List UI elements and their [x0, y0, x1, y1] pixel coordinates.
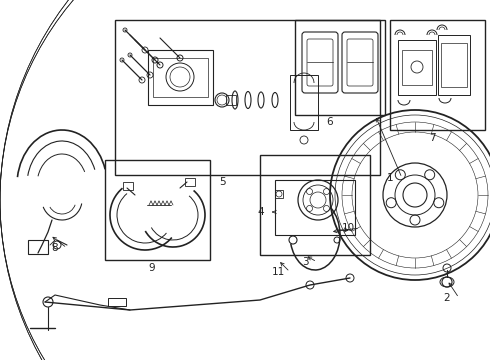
Bar — [115, 20, 380, 175]
Bar — [153, 58, 208, 97]
Text: 11: 11 — [271, 267, 285, 277]
Bar — [438, 35, 470, 95]
Text: 5: 5 — [219, 177, 225, 187]
Text: 9: 9 — [148, 263, 155, 273]
Bar — [441, 43, 467, 87]
Bar — [295, 20, 385, 115]
Bar — [290, 75, 318, 130]
Bar — [275, 190, 283, 198]
Text: 4: 4 — [258, 207, 264, 217]
Text: 3: 3 — [302, 257, 308, 267]
Text: 1: 1 — [387, 173, 393, 183]
Text: 6: 6 — [327, 117, 333, 127]
Bar — [108, 298, 126, 306]
Bar — [390, 20, 485, 130]
Bar — [123, 182, 133, 190]
Bar — [398, 40, 436, 95]
Bar — [275, 180, 355, 235]
Bar — [105, 160, 210, 260]
Bar — [402, 50, 432, 85]
Text: 7: 7 — [429, 133, 435, 143]
Bar — [148, 50, 213, 105]
Bar — [185, 178, 195, 186]
Bar — [28, 240, 48, 254]
Bar — [226, 95, 236, 105]
Text: 8: 8 — [51, 243, 58, 253]
Text: 2: 2 — [443, 293, 450, 303]
Text: 10: 10 — [342, 223, 355, 233]
Bar — [260, 155, 370, 255]
